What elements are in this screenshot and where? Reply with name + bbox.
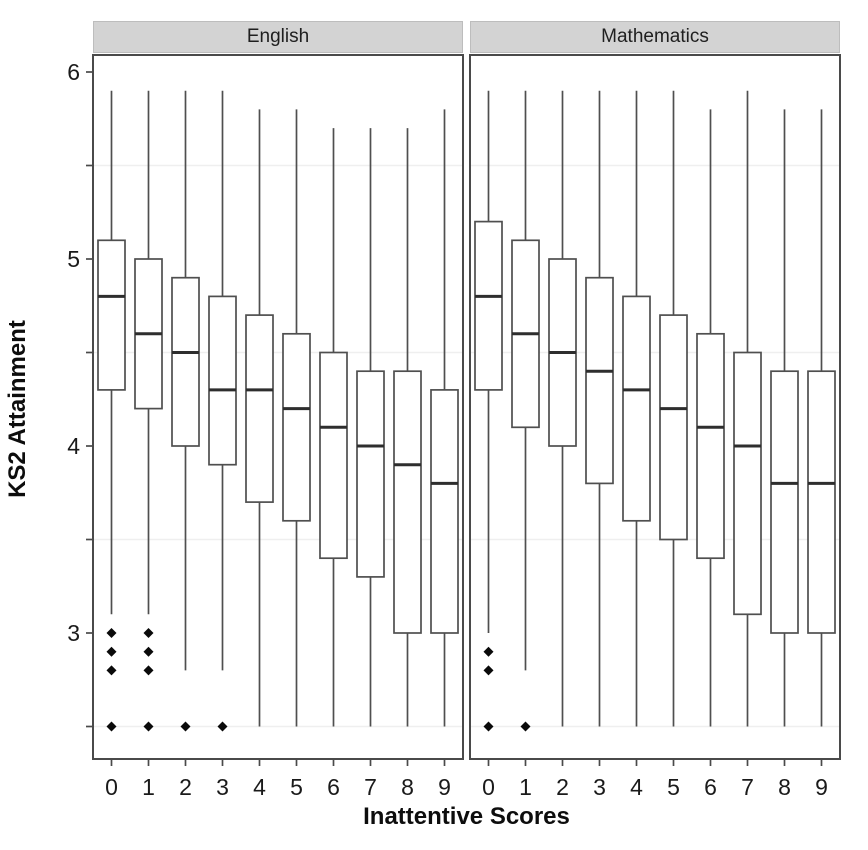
iqr-box (208, 295, 237, 466)
x-tick-label: 9 (438, 774, 451, 800)
box-english-x3 (208, 90, 237, 732)
iqr-box (356, 370, 385, 578)
x-tick-label: 3 (216, 774, 229, 800)
outlier-point (180, 721, 191, 732)
box-english-x2 (171, 90, 200, 732)
x-tick-label: 2 (556, 774, 569, 800)
iqr-box (245, 314, 274, 503)
box-mathematics-x9 (807, 109, 836, 727)
x-tick-label: 4 (253, 774, 266, 800)
x-tick-label: 6 (327, 774, 340, 800)
panel-border (92, 54, 464, 760)
iqr-box (474, 220, 503, 391)
iqr-box (282, 332, 311, 522)
x-tick-label: 4 (630, 774, 643, 800)
box-english-x7 (356, 128, 385, 727)
outlier-point (483, 665, 494, 676)
y-tick-label-3: 3 (67, 620, 80, 646)
outlier-point (106, 665, 117, 676)
x-tick-label: 7 (741, 774, 754, 800)
iqr-box (659, 314, 688, 541)
box-mathematics-x5 (659, 90, 688, 727)
box-mathematics-x4 (622, 90, 651, 727)
facet-strip-english: English (93, 21, 463, 53)
box-english-x8 (393, 128, 422, 727)
iqr-box (319, 351, 348, 560)
x-tick-label: 6 (704, 774, 717, 800)
panel-border (469, 54, 841, 760)
iqr-box (430, 389, 459, 634)
box-mathematics-x3 (585, 90, 614, 727)
outlier-point (520, 721, 531, 732)
outlier-point (483, 646, 494, 657)
box-mathematics-x1 (511, 90, 540, 732)
iqr-box (171, 276, 200, 447)
x-axis-title: Inattentive Scores (363, 803, 570, 830)
facet-strip-english-label: English (246, 26, 310, 47)
iqr-box (770, 370, 799, 634)
y-axis-title: KS2 Attainment (4, 320, 31, 498)
x-tick-label: 3 (593, 774, 606, 800)
iqr-box (807, 370, 836, 634)
outlier-point (217, 721, 228, 732)
box-english-x1 (134, 90, 163, 732)
outlier-point (143, 665, 154, 676)
x-tick-label: 9 (815, 774, 828, 800)
iqr-box (393, 370, 422, 634)
box-mathematics-x2 (548, 90, 577, 727)
outlier-point (143, 646, 154, 657)
y-tick-label-6: 6 (67, 59, 80, 85)
y-axis: 3 4 5 6 (67, 59, 93, 728)
box-mathematics-x0 (474, 90, 503, 732)
x-tick-label: 8 (778, 774, 791, 800)
x-tick-label: 5 (667, 774, 680, 800)
box-mathematics-x6 (696, 109, 725, 727)
iqr-box (622, 295, 651, 522)
x-tick-label: 2 (179, 774, 192, 800)
outlier-point (106, 628, 117, 638)
y-tick-label-5: 5 (67, 246, 80, 272)
outlier-point (143, 628, 154, 638)
box-english-x5 (282, 109, 311, 727)
box-english-x0 (97, 90, 126, 732)
box-english-x4 (245, 109, 274, 727)
box-mathematics-x8 (770, 109, 799, 727)
iqr-box (733, 351, 762, 616)
iqr-box (97, 239, 126, 391)
y-tick-label-4: 4 (67, 433, 80, 459)
x-tick-label: 1 (142, 774, 155, 800)
box-mathematics-x7 (733, 90, 762, 727)
iqr-box (585, 276, 614, 485)
outlier-point (483, 721, 494, 732)
box-english-x6 (319, 128, 348, 727)
facet-strip-mathematics: Mathematics (470, 21, 840, 53)
outlier-point (106, 721, 117, 732)
x-tick-label: 7 (364, 774, 377, 800)
x-tick-label: 8 (401, 774, 414, 800)
x-tick-label: 5 (290, 774, 303, 800)
x-tick-label: 0 (105, 774, 118, 800)
outlier-point (143, 721, 154, 732)
x-tick-label: 1 (519, 774, 532, 800)
facet-strip-mathematics-label: Mathematics (601, 26, 709, 47)
box-english-x9 (430, 109, 459, 727)
iqr-box (696, 332, 725, 560)
outlier-point (106, 646, 117, 657)
x-tick-label: 0 (482, 774, 495, 800)
